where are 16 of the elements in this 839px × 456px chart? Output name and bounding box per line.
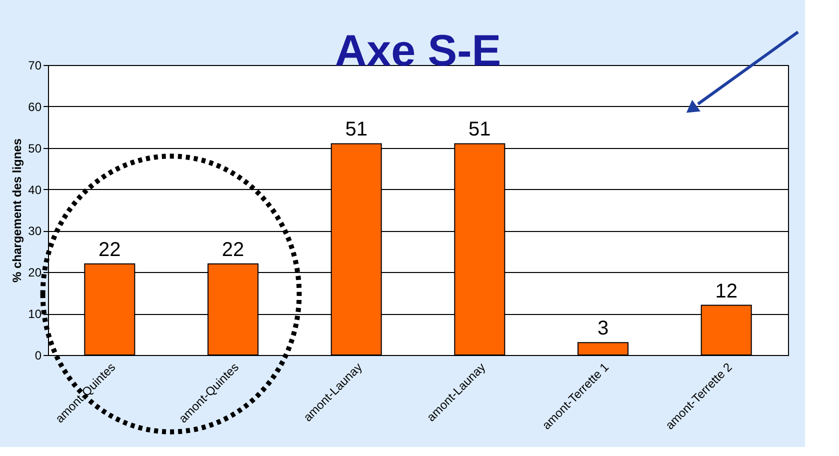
y-tick-label: 0 — [34, 348, 42, 362]
data-label: 3 — [597, 318, 609, 340]
data-label: 22 — [222, 238, 244, 261]
data-label: 51 — [345, 118, 368, 141]
data-label: 51 — [468, 118, 491, 141]
y-tick-label: 70 — [28, 58, 42, 72]
data-label: 12 — [715, 280, 738, 302]
y-tick-label: 60 — [28, 100, 42, 114]
y-tick-label: 10 — [28, 307, 42, 322]
y-axis-title: % chargement des lignes — [10, 138, 24, 283]
y-tick-label: 30 — [28, 224, 42, 238]
y-tick-label: 50 — [28, 141, 42, 156]
chart-title: Axe S-E — [334, 26, 502, 76]
y-tick-label: 20 — [28, 266, 42, 280]
data-label: 22 — [98, 238, 121, 261]
y-tick-label: 40 — [28, 182, 42, 197]
